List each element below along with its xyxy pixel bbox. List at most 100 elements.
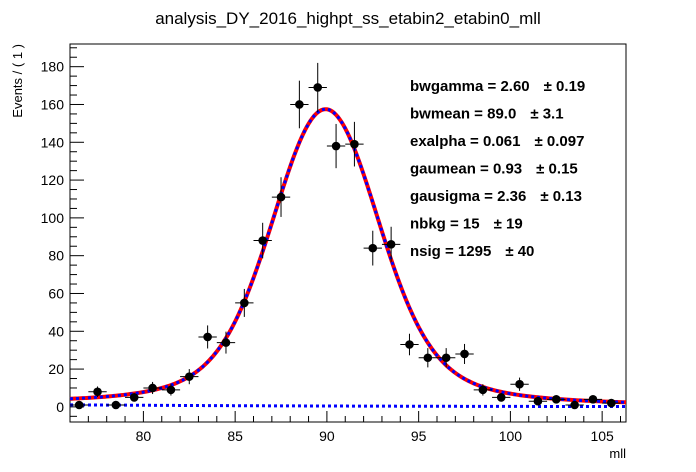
data-point xyxy=(510,377,529,391)
data-point xyxy=(363,230,382,266)
total-fit-dashed xyxy=(69,107,627,404)
param-error: ± 0.15 xyxy=(536,161,578,178)
data-point xyxy=(161,384,181,396)
point-marker xyxy=(276,192,286,202)
y-tick-label: 0 xyxy=(56,399,64,415)
point-marker xyxy=(423,353,433,363)
data-point xyxy=(253,222,272,259)
data-point xyxy=(547,395,566,404)
point-marker xyxy=(258,236,267,245)
data-point xyxy=(198,325,217,349)
param-error: ± 0.097 xyxy=(535,133,585,150)
data-point xyxy=(381,226,401,262)
point-marker xyxy=(184,372,194,381)
x-tick-label: 95 xyxy=(411,428,427,444)
x-tick-label: 80 xyxy=(136,428,152,444)
point-marker xyxy=(570,400,579,410)
point-marker xyxy=(203,332,212,342)
point-marker xyxy=(607,398,616,408)
data-point xyxy=(602,398,621,408)
x-axis-label: mll xyxy=(609,446,626,461)
point-marker xyxy=(148,383,157,393)
point-marker xyxy=(240,298,249,308)
param-label: nbkg = 15 xyxy=(410,216,480,233)
point-marker xyxy=(405,340,414,349)
point-marker xyxy=(221,338,231,347)
data-point xyxy=(455,343,474,364)
y-tick-label: 40 xyxy=(48,323,64,339)
y-tick-label: 60 xyxy=(48,285,64,301)
point-marker xyxy=(533,396,543,406)
data-point xyxy=(106,400,126,410)
point-marker xyxy=(368,243,378,253)
point-marker xyxy=(295,100,304,109)
data-point xyxy=(436,348,456,368)
data-point xyxy=(290,80,309,129)
point-marker xyxy=(313,83,323,92)
y-tick-label: 80 xyxy=(48,248,64,264)
point-marker xyxy=(515,379,524,389)
total-fit-curve xyxy=(69,107,627,405)
background-fit-line xyxy=(69,403,626,409)
y-tick-label: 20 xyxy=(48,361,64,377)
param-label: bwgamma = 2.60 xyxy=(410,78,530,95)
point-marker xyxy=(478,385,488,395)
y-tick-label: 160 xyxy=(41,96,65,112)
point-marker xyxy=(331,141,341,151)
param-label: gausigma = 2.36 xyxy=(410,188,526,205)
data-point xyxy=(88,386,107,398)
x-tick-label: 90 xyxy=(319,428,335,444)
y-axis-label: Events / ( 1 ) xyxy=(10,44,25,118)
param-error: ± 0.19 xyxy=(544,78,586,95)
point-marker xyxy=(74,400,84,410)
x-tick-label: 100 xyxy=(499,428,523,444)
point-marker xyxy=(350,139,359,149)
data-point xyxy=(418,348,437,368)
data-point xyxy=(400,333,419,356)
total-fit-outline xyxy=(69,107,627,405)
param-error: ± 0.13 xyxy=(540,188,582,205)
data-point xyxy=(125,393,144,402)
data-point xyxy=(492,393,511,402)
y-tick-label: 100 xyxy=(41,210,65,226)
point-marker xyxy=(496,393,506,402)
data-point xyxy=(216,331,236,354)
point-marker xyxy=(441,353,451,363)
y-tick-label: 180 xyxy=(41,59,65,75)
data-point xyxy=(143,381,162,395)
param-error: ± 19 xyxy=(494,216,523,233)
point-marker xyxy=(129,393,139,402)
param-label: bwmean = 89.0 xyxy=(410,106,516,123)
point-marker xyxy=(111,400,121,410)
param-error: ± 3.1 xyxy=(530,106,563,123)
data-point xyxy=(473,384,493,396)
data-point xyxy=(345,121,364,167)
axis-ticks: 80 85 90 95 100 105 0 20 40 60 80 100 120 140 160 180 xyxy=(41,47,621,444)
param-label: gaumean = 0.93 xyxy=(410,161,522,178)
data-point xyxy=(70,400,89,410)
data-point xyxy=(180,369,199,385)
point-marker xyxy=(386,240,396,249)
chart-title: analysis_DY_2016_highpt_ss_etabin2_etabi… xyxy=(155,9,541,28)
point-marker xyxy=(166,385,176,395)
point-marker xyxy=(93,387,102,397)
y-tick-label: 120 xyxy=(41,172,65,188)
fit-parameter-box: bwgamma = 2.60 ± 0.19 bwmean = 89.0 ± 3.1 ex… xyxy=(410,78,585,260)
data-point xyxy=(308,62,327,113)
param-label: nsig = 1295 xyxy=(410,243,491,260)
x-tick-label: 85 xyxy=(227,428,243,444)
plot-frame xyxy=(69,43,627,423)
data-point xyxy=(528,396,548,406)
param-error: ± 40 xyxy=(505,243,534,260)
x-tick-label: 105 xyxy=(590,428,614,444)
data-point xyxy=(235,288,254,317)
point-marker xyxy=(588,395,598,404)
data-point xyxy=(583,395,603,404)
data-points xyxy=(70,62,621,410)
data-point xyxy=(326,123,346,169)
point-marker xyxy=(551,395,561,404)
data-point xyxy=(271,177,291,217)
data-point xyxy=(565,400,584,410)
param-label: exalpha = 0.061 xyxy=(410,133,521,150)
point-marker xyxy=(460,349,469,359)
